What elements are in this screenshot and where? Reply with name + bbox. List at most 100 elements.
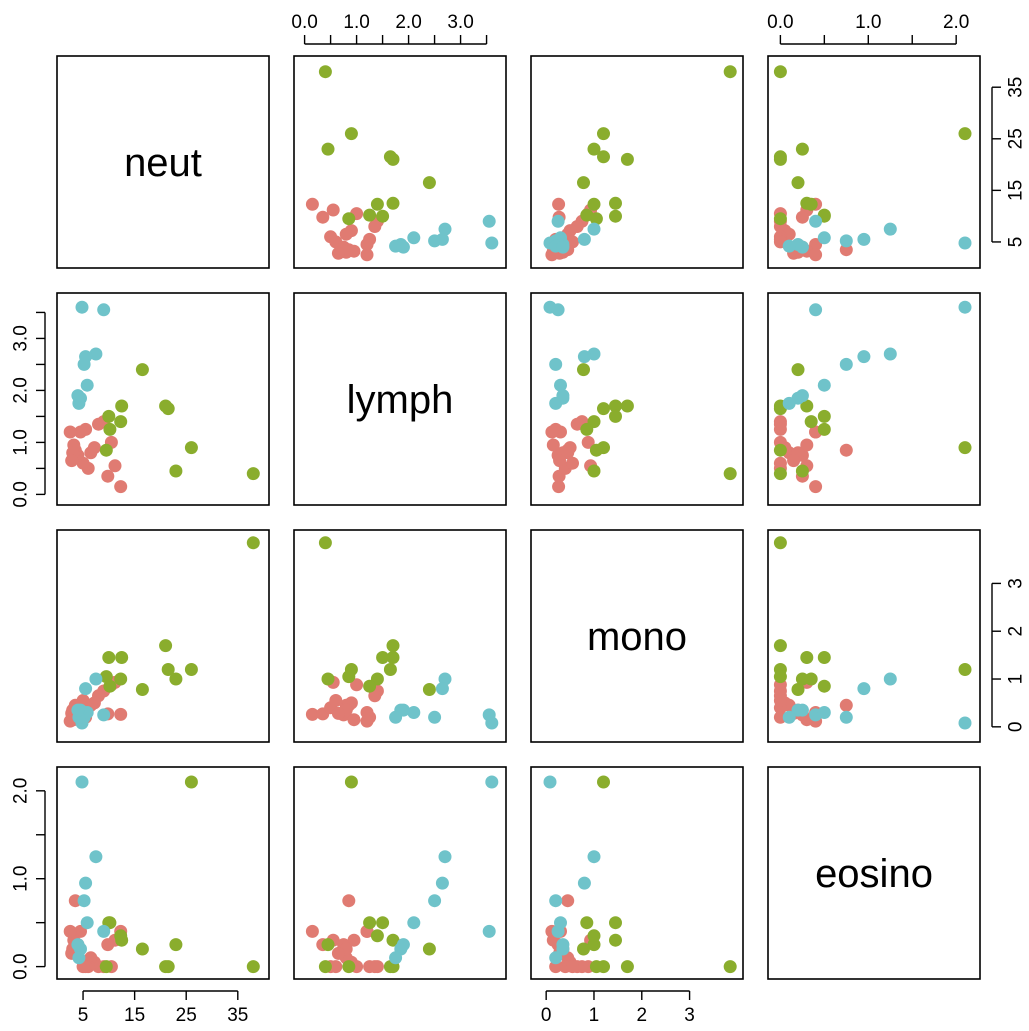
point-neut-vs-mono-24 (609, 196, 622, 210)
point-eosino-vs-lymph-18 (318, 960, 332, 974)
point-eosino-vs-neut-20 (169, 938, 183, 952)
point-mono-vs-lymph-26 (376, 651, 390, 664)
point-lymph-vs-eosino-33 (839, 357, 853, 371)
point-eosino-vs-lymph-16 (331, 946, 345, 960)
point-lymph-vs-neut-33 (77, 357, 91, 371)
tick-label-right-mono-1: 1 (1006, 674, 1027, 685)
panel-frame-lymph-lymph (293, 292, 507, 506)
point-mono-vs-neut-23 (135, 683, 149, 696)
point-eosino-vs-lymph-27 (342, 960, 356, 974)
panel-frame-lymph-eosino (767, 292, 981, 506)
tick-label-bottom-mono-2: 2 (636, 1005, 647, 1026)
point-lymph-vs-neut-18 (246, 467, 260, 481)
tick-label-left-lymph-2: 2.0 (11, 377, 32, 403)
panel-frame-mono-neut (56, 529, 270, 743)
point-eosino-vs-neut-27 (99, 960, 113, 974)
point-eosino-vs-mono-10 (566, 960, 579, 974)
point-neut-vs-lymph-16 (331, 246, 345, 260)
point-mono-vs-eosino-21 (773, 639, 787, 653)
point-mono-vs-eosino-23 (791, 683, 805, 696)
point-eosino-vs-lymph-36 (389, 951, 403, 965)
point-mono-vs-neut-28 (103, 679, 117, 693)
tick-label-top-lymph-3: 3.0 (447, 12, 473, 33)
point-lymph-vs-mono-0 (552, 480, 566, 494)
point-eosino-vs-mono-23 (577, 942, 590, 956)
point-neut-vs-lymph-17 (360, 248, 374, 262)
point-eosino-vs-lymph-28 (363, 916, 377, 930)
point-mono-vs-neut-32 (79, 682, 93, 696)
panel-frame-eosino-eosino (767, 766, 981, 980)
point-lymph-vs-eosino-36 (782, 396, 796, 410)
point-lymph-vs-neut-3 (101, 469, 115, 483)
point-eosino-vs-lymph-0 (305, 924, 319, 938)
point-lymph-vs-mono-17 (545, 425, 559, 439)
point-lymph-vs-mono-5 (570, 417, 584, 431)
point-neut-vs-eosino-3 (795, 210, 809, 224)
tick-label-left-eosino-2: 2.0 (11, 778, 32, 804)
point-lymph-vs-eosino-9 (773, 422, 787, 436)
point-mono-vs-lymph-5 (368, 689, 382, 703)
point-lymph-vs-neut-30 (97, 303, 111, 317)
point-mono-vs-neut-25 (114, 672, 128, 686)
point-lymph-vs-neut-28 (103, 422, 117, 436)
point-lymph-vs-eosino-10 (773, 456, 787, 470)
point-eosino-vs-lymph-19 (344, 775, 358, 789)
variable-label-lymph: lymph (347, 378, 454, 422)
point-eosino-vs-neut-25 (114, 929, 128, 943)
point-mono-vs-lymph-23 (422, 683, 436, 696)
tick-label-bottom-neut-1: 15 (124, 1005, 145, 1026)
tick-label-left-lymph-3: 3.0 (11, 325, 32, 351)
point-lymph-vs-eosino-27 (773, 443, 787, 457)
point-neut-vs-mono-31 (587, 222, 601, 236)
point-neut-vs-lymph-11 (360, 238, 374, 251)
point-eosino-vs-neut-31 (89, 850, 103, 864)
point-lymph-vs-neut-31 (89, 347, 103, 361)
panel-frame-eosino-neut (56, 766, 270, 980)
point-mono-vs-neut-31 (89, 672, 103, 686)
point-eosino-vs-neut-18 (246, 960, 260, 974)
tick-label-top-lymph-1: 1.0 (343, 12, 369, 33)
point-mono-vs-lymph-37 (396, 703, 410, 717)
point-lymph-vs-eosino-13 (839, 443, 853, 457)
point-eosino-vs-mono-24 (609, 933, 622, 947)
point-neut-vs-lymph-29 (485, 236, 499, 250)
point-lymph-vs-eosino-32 (857, 350, 871, 364)
point-eosino-vs-mono-28 (580, 916, 594, 930)
point-eosino-vs-mono-13 (561, 894, 575, 908)
panel-frame-eosino-lymph (293, 766, 507, 980)
point-lymph-vs-eosino-26 (817, 409, 831, 423)
point-mono-vs-eosino-33 (839, 710, 853, 724)
point-eosino-vs-neut-19 (184, 775, 198, 789)
point-neut-vs-lymph-18 (318, 65, 332, 79)
tick-label-top-eosino-2: 2.0 (943, 12, 969, 33)
point-neut-vs-lymph-23 (422, 176, 436, 190)
point-mono-vs-lymph-34 (407, 706, 421, 719)
point-mono-vs-lymph-17 (360, 714, 374, 728)
point-lymph-vs-neut-17 (63, 425, 77, 439)
point-neut-vs-mono-18 (723, 65, 737, 79)
point-lymph-vs-eosino-24 (800, 399, 814, 413)
point-mono-vs-eosino-26 (817, 651, 831, 664)
point-mono-vs-eosino-37 (795, 703, 809, 717)
point-neut-vs-eosino-29 (958, 236, 972, 250)
point-lymph-vs-eosino-37 (795, 389, 809, 403)
point-neut-vs-mono-23 (577, 176, 590, 190)
data-points (63, 65, 972, 974)
point-mono-vs-neut-24 (115, 651, 129, 664)
tick-label-top-eosino-0: 0.0 (767, 12, 793, 33)
point-neut-vs-lymph-20 (321, 142, 335, 156)
point-eosino-vs-neut-17 (63, 924, 77, 938)
point-mono-vs-neut-21 (159, 639, 173, 653)
point-mono-vs-neut-22 (161, 663, 175, 676)
tick-label-bottom-neut-0: 5 (78, 1005, 89, 1026)
point-lymph-vs-eosino-14 (800, 438, 814, 452)
point-eosino-vs-lymph-23 (422, 942, 436, 956)
point-neut-vs-lymph-1 (326, 203, 340, 217)
panel-frame-neut-eosino (767, 55, 981, 269)
point-neut-vs-lymph-5 (368, 220, 382, 233)
point-eosino-vs-mono-21 (620, 960, 634, 974)
point-mono-vs-eosino-13 (839, 698, 853, 712)
point-eosino-vs-lymph-24 (386, 933, 400, 947)
point-neut-vs-eosino-37 (795, 240, 809, 254)
